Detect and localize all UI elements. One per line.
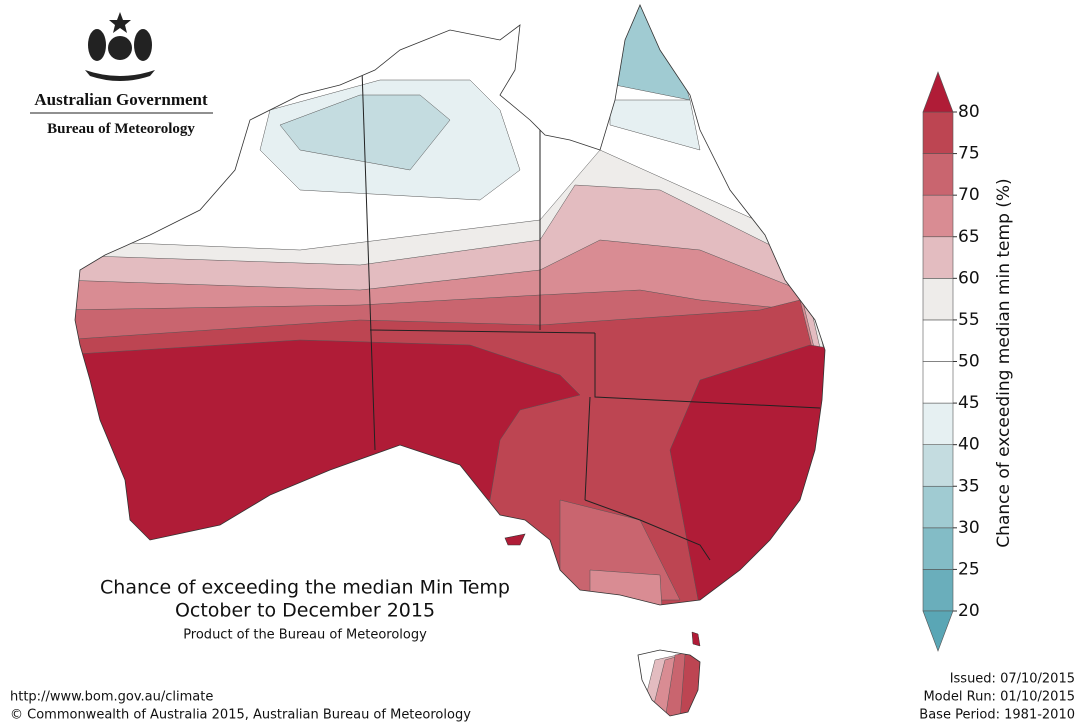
colorbar-tick-label: 25: [958, 559, 980, 579]
colorbar-segment: [922, 111, 954, 154]
colorbar-segment: [922, 194, 954, 238]
kangaroo-island: [504, 533, 526, 546]
flinders-island: [691, 631, 701, 647]
colorbar-label: Chance of exceeding median min temp (%): [994, 178, 1014, 547]
colorbar: 20 25 30 35 40 45 50 55 60 65 70 75 80: [922, 71, 980, 652]
logo: [85, 12, 155, 81]
colorbar-under: [922, 610, 954, 652]
government-name: Australian Government: [34, 90, 208, 109]
coastline: [74, 4, 826, 606]
colorbar-tick-label: 70: [958, 185, 980, 205]
product-note: Product of the Bureau of Meteorology: [183, 628, 427, 643]
tasmania-coast: [637, 649, 701, 717]
colorbar-segment: [922, 361, 954, 404]
model-run: Model Run: 01/10/2015: [923, 690, 1075, 705]
colorbar-segment: [922, 319, 954, 362]
colorbar-segment: [922, 569, 954, 612]
colorbar-segment: [922, 444, 954, 487]
colorbar-tick-label: 65: [958, 227, 980, 247]
colorbar-tick-label: 35: [958, 476, 980, 496]
colorbar-tick-label: 45: [958, 393, 980, 413]
colorbar-segment: [922, 236, 954, 279]
colorbar-tick-label: 55: [958, 310, 980, 330]
colorbar-segment: [922, 153, 954, 196]
colorbar-tick-label: 30: [958, 518, 980, 538]
colorbar-tick-label: 50: [958, 352, 980, 372]
copyright: © Commonwealth of Australia 2015, Austra…: [10, 708, 471, 723]
map-title: Chance of exceeding the median Min Temp: [100, 577, 510, 599]
url: http://www.bom.gov.au/climate: [10, 690, 213, 705]
colorbar-tick-label: 75: [958, 144, 980, 164]
colorbar-segment: [922, 278, 954, 321]
colorbar-tick-label: 80: [958, 102, 980, 122]
issued: Issued: 07/10/2015: [950, 672, 1075, 687]
bureau-name: Bureau of Meteorology: [47, 121, 195, 137]
colorbar-segment: [922, 527, 954, 570]
base-period: Base Period: 1981-2010: [919, 708, 1075, 723]
colorbar-tick-label: 20: [958, 601, 980, 621]
colorbar-segment: [922, 485, 954, 529]
colorbar-tick-label: 40: [958, 435, 980, 455]
colorbar-over: [922, 71, 954, 113]
colorbar-segment: [922, 402, 954, 445]
map-subtitle: October to December 2015: [175, 600, 435, 622]
colorbar-tick-label: 60: [958, 268, 980, 288]
